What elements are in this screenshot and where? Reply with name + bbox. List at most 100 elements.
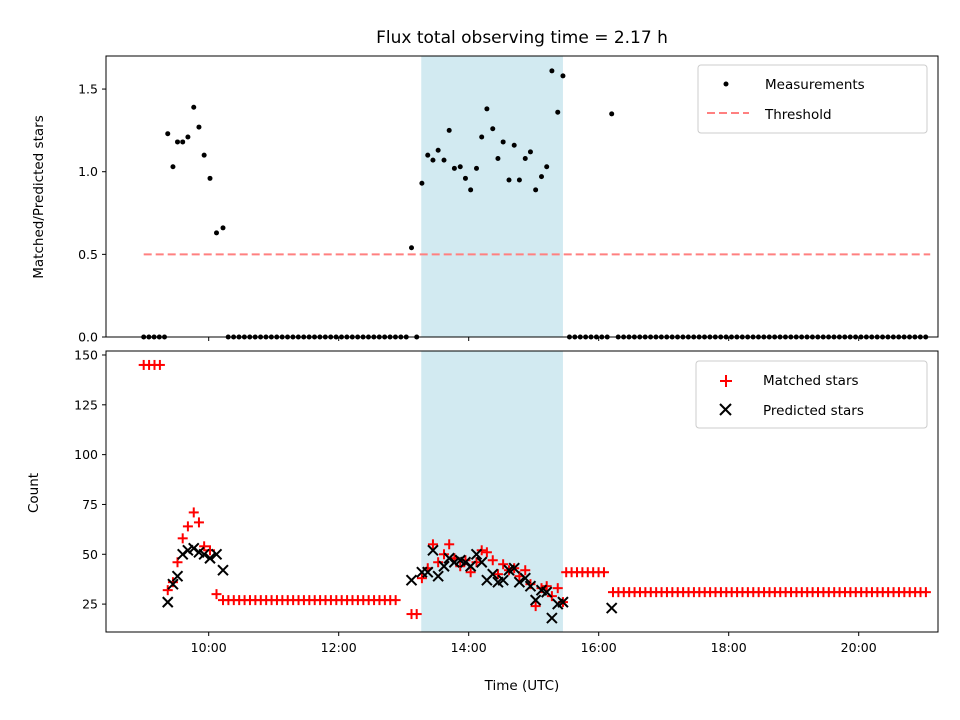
- y-tick-label: 100: [74, 447, 98, 462]
- top-legend-box: [697, 64, 928, 134]
- matched-star-point: [530, 601, 541, 612]
- legend-measurements-label: Measurements: [765, 77, 865, 93]
- matched-star-point: [552, 583, 563, 594]
- measurement-point: [175, 139, 180, 145]
- measurement-point: [609, 111, 615, 117]
- measurement-point: [170, 164, 176, 170]
- bottom-y-ticks: 25 50 75 100 125 150: [74, 347, 106, 612]
- predicted-star-point: [432, 570, 444, 582]
- matched-star-point: [471, 557, 482, 568]
- predicted-star-point: [438, 560, 450, 572]
- matched-star-point: [416, 573, 427, 584]
- predicted-star-point: [546, 612, 558, 624]
- legend-matched-marker: [720, 375, 732, 387]
- y-tick-label: 0.5: [78, 247, 98, 262]
- x-tick-label: 10:00: [191, 640, 227, 655]
- matched-star-point: [433, 557, 444, 568]
- measurement-point: [220, 225, 226, 231]
- legend-predicted-label: Predicted stars: [763, 403, 864, 419]
- measurement-point: [207, 175, 213, 181]
- top-x-ticks: [208, 337, 860, 341]
- bottom-panel: 25 50 75 100 125 150 10:00 12:00 14:00 16:00 18:0…: [26, 347, 939, 694]
- x-tick-label: 14:00: [451, 640, 487, 655]
- matched-star-point: [481, 547, 492, 558]
- predicted-star-point: [475, 556, 488, 568]
- measurement-point: [495, 155, 501, 161]
- y-tick-label: 1.5: [78, 82, 98, 97]
- matched-star-point: [411, 609, 422, 620]
- measurement-point: [441, 157, 447, 163]
- top-highlight-span: [421, 56, 563, 337]
- matched-star-point: [188, 507, 199, 518]
- measurement-point: [462, 175, 468, 181]
- measurement-point: [430, 157, 436, 163]
- y-tick-label: 125: [74, 397, 98, 412]
- measurement-point: [409, 245, 414, 251]
- measurement-point: [419, 180, 425, 186]
- measurement-point: [490, 126, 496, 132]
- matched-star-point: [498, 559, 509, 570]
- top-y-ticks: 0.0 0.5 1.0 1.5: [78, 82, 106, 345]
- predicted-star-point: [204, 552, 216, 564]
- predicted-star-point: [497, 574, 509, 586]
- measurement-point: [201, 152, 207, 158]
- measurement-point: [196, 124, 202, 130]
- predicted-star-point: [487, 568, 499, 580]
- bottom-y-axis-label: Count: [26, 473, 42, 513]
- matched-star-point: [199, 541, 210, 552]
- measurement-point: [165, 131, 171, 137]
- predicted-star-point: [540, 586, 553, 598]
- x-tick-label: 12:00: [321, 640, 357, 655]
- predicted-star-point: [470, 548, 483, 560]
- y-tick-label: 1.0: [78, 164, 98, 179]
- top-legend: Measurements Threshold: [697, 64, 928, 134]
- bottom-x-ticks: 10:00 12:00 14:00 16:00 18:00 20:00: [191, 632, 877, 655]
- matched-star-point: [390, 595, 401, 606]
- matched-star-point: [211, 589, 222, 600]
- count-points: [138, 359, 931, 624]
- matched-star-point: [182, 521, 193, 532]
- predicted-star-point: [422, 566, 434, 578]
- top-y-axis-label: Matched/Predicted stars: [31, 115, 47, 278]
- measurement-point: [522, 155, 528, 161]
- bottom-axes-frame: [105, 350, 939, 633]
- matched-star-point: [520, 565, 531, 576]
- matched-star-point: [427, 539, 438, 550]
- predicted-star-point: [557, 596, 569, 608]
- measurement-point: [511, 142, 517, 148]
- matched-star-point: [177, 533, 188, 544]
- measurement-point: [468, 187, 474, 193]
- legend-threshold-label: Threshold: [764, 107, 832, 123]
- measurement-point: [479, 134, 485, 140]
- measurement-point: [457, 164, 463, 170]
- y-tick-label: 25: [82, 597, 98, 612]
- predicted-star-point: [217, 564, 229, 576]
- measurement-point: [516, 177, 522, 183]
- measurement-point: [214, 230, 219, 236]
- predicted-star-point: [198, 548, 210, 560]
- measurement-point: [544, 164, 550, 170]
- predicted-star-point: [167, 578, 179, 590]
- top-axes-frame: [105, 55, 939, 338]
- matched-star-point: [193, 517, 204, 528]
- measurement-point: [185, 134, 191, 140]
- measurement-point: [539, 174, 544, 180]
- predicted-star-point: [171, 570, 184, 582]
- matched-star-point: [598, 567, 609, 578]
- predicted-star-point: [524, 580, 537, 592]
- y-tick-label: 150: [74, 347, 98, 362]
- measurement-point: [425, 152, 431, 158]
- bottom-legend-box: [695, 360, 928, 429]
- predicted-star-point: [513, 576, 526, 588]
- top-panel: 0.0 0.5 1.0 1.5 Matched/Predicted stars Mea…: [31, 55, 939, 345]
- matched-star-point: [162, 585, 173, 596]
- y-tick-label: 50: [82, 547, 98, 562]
- measurement-point: [506, 177, 512, 183]
- matched-star-point: [492, 569, 503, 580]
- legend-measurements-marker: [723, 81, 729, 87]
- measurement-point: [474, 165, 479, 171]
- predicted-star-point: [210, 548, 223, 560]
- predicted-star-point: [519, 572, 531, 584]
- x-tick-label: 16:00: [581, 640, 617, 655]
- bottom-legend: Matched stars Predicted stars: [695, 360, 928, 429]
